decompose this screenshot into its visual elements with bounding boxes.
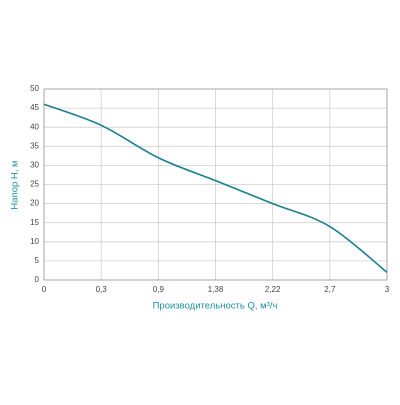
y-tick-label: 35 [30,141,39,150]
y-tick-label: 50 [30,84,39,93]
x-tick-label: 2,7 [324,285,336,294]
x-tick-label: 2,22 [265,285,281,294]
y-tick-label: 45 [30,103,39,112]
y-tick-label: 5 [35,256,40,265]
x-tick-label: 0,3 [96,285,108,294]
y-tick-label: 10 [30,237,39,246]
y-tick-label: 30 [30,161,39,170]
y-tick-label: 15 [30,218,39,227]
y-tick-label: 20 [30,199,39,208]
plot-frame [43,88,388,281]
x-tick-label: 0,9 [153,285,165,294]
y-tick-label: 40 [30,122,39,131]
y-axis-title: Напор Н, м [10,160,21,209]
x-tick-label: 1,38 [208,285,224,294]
x-axis-title: Производительность Q, м³/ч [153,301,278,312]
data-line [43,103,388,273]
y-tick-label: 0 [35,275,40,284]
x-tick-label: 0 [42,285,47,294]
y-tick-label: 25 [30,180,39,189]
x-tick-label: 3 [385,285,390,294]
